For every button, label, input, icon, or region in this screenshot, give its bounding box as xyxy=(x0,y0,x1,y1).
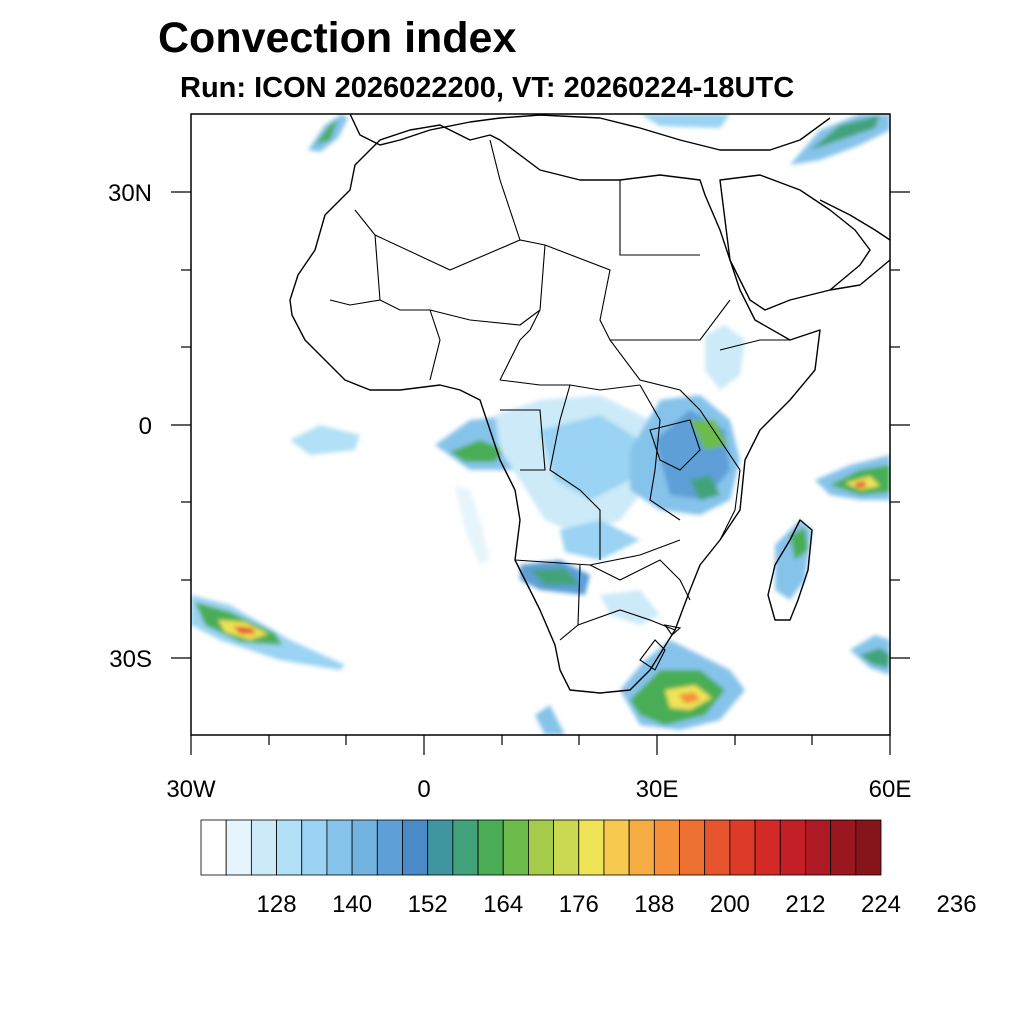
colorbar-swatch xyxy=(502,819,529,876)
contour-east-africa-core xyxy=(690,420,728,450)
lat-label: 30S xyxy=(109,646,152,673)
contour-ethiopia xyxy=(705,325,745,390)
colorbar-swatch xyxy=(704,819,731,876)
africa-coastline xyxy=(289,124,821,694)
colorbar-label: 200 xyxy=(710,891,750,918)
border xyxy=(500,409,546,471)
contour-botswana xyxy=(600,590,660,625)
border xyxy=(549,384,601,560)
border xyxy=(374,234,546,271)
colorbar-label: 176 xyxy=(559,891,599,918)
contour-angola-core xyxy=(530,568,580,585)
colorbar-swatch xyxy=(578,819,605,876)
colorbar-swatch xyxy=(855,819,882,876)
lat-labels: 30N 0 30S xyxy=(108,180,152,673)
colorbar-label: 236 xyxy=(937,891,977,918)
colorbar-swatch xyxy=(477,819,504,876)
colorbar-label: 224 xyxy=(861,891,901,918)
lat-label: 0 xyxy=(139,413,152,440)
contour-balkans xyxy=(640,114,730,128)
colorbar-label: 188 xyxy=(634,891,674,918)
contour-gabon-core xyxy=(450,440,505,462)
border xyxy=(639,384,681,521)
colorbar-swatch xyxy=(326,819,353,876)
colorbar-swatch xyxy=(628,819,655,876)
contour-mascarene-peak xyxy=(855,481,866,488)
contour-levant-core xyxy=(810,115,880,150)
colorbar-swatch xyxy=(250,819,277,876)
border xyxy=(329,209,381,306)
madagascar-coast xyxy=(767,519,813,621)
colorbar-swatch xyxy=(653,819,680,876)
colorbar-swatch xyxy=(376,819,403,876)
colorbar-labels: 128 140 152 164 176 188 200 212 224 236 xyxy=(257,891,977,918)
contour-atlantic-eq xyxy=(290,425,360,455)
chart-title: Convection index xyxy=(158,14,517,62)
coastlines xyxy=(289,114,890,694)
colorbar-swatch xyxy=(402,819,429,876)
lat-label: 30N xyxy=(108,180,152,207)
contour-south-atlantic-peak xyxy=(233,626,256,634)
colorbar xyxy=(200,819,882,876)
colorbar-swatch xyxy=(351,819,378,876)
colorbar-swatch xyxy=(452,819,479,876)
europe-coast xyxy=(349,114,831,151)
border xyxy=(379,299,441,381)
convection-field xyxy=(191,114,890,735)
colorbar-label: 140 xyxy=(332,891,372,918)
colorbar-swatch xyxy=(679,819,706,876)
border xyxy=(610,299,731,341)
axis-ticks xyxy=(171,191,910,755)
lon-labels: 30W 0 30E 60E xyxy=(166,776,911,803)
colorbar-label: 128 xyxy=(257,891,297,918)
contour-south-africa-hot xyxy=(678,692,700,704)
colorbar-swatch xyxy=(528,819,554,876)
border xyxy=(589,559,691,601)
contour-sio-core xyxy=(860,648,890,668)
contour-madagascar-core xyxy=(790,528,808,560)
persian-coast xyxy=(819,199,890,241)
border xyxy=(649,419,701,471)
arabian-peninsula xyxy=(719,174,871,311)
border xyxy=(489,139,521,241)
colorbar-swatch xyxy=(427,819,454,876)
border xyxy=(514,539,681,566)
border xyxy=(719,339,790,351)
colorbar-swatch xyxy=(200,819,227,876)
contour-southern-ocean xyxy=(535,705,565,735)
colorbar-label: 152 xyxy=(408,891,448,918)
contour-north-atlantic-core xyxy=(315,120,338,145)
lon-label: 0 xyxy=(417,776,430,803)
border xyxy=(619,180,700,256)
lon-label: 30W xyxy=(166,776,216,803)
colorbar-label: 164 xyxy=(483,891,523,918)
contour-east-africa-core2 xyxy=(690,475,720,500)
colorbar-swatch xyxy=(603,819,630,876)
colorbar-swatch xyxy=(779,819,806,876)
colorbar-swatch xyxy=(225,819,252,876)
chart-subtitle: Run: ICON 2026022200, VT: 20260224-18UTC xyxy=(180,72,795,104)
border xyxy=(499,244,546,381)
border xyxy=(663,624,682,636)
colorbar-swatch xyxy=(276,819,303,876)
contour-congo-inner xyxy=(540,415,640,500)
border xyxy=(429,309,541,326)
colorbar-swatch xyxy=(553,819,580,876)
arabian-coast xyxy=(829,259,890,291)
colorbar-swatch xyxy=(830,819,857,876)
colorbar-swatch xyxy=(729,819,756,876)
lon-label: 60E xyxy=(869,776,912,803)
lon-label: 30E xyxy=(636,776,679,803)
colorbar-swatch xyxy=(754,819,781,876)
colorbar-label: 212 xyxy=(785,891,825,918)
colorbar-swatch xyxy=(805,819,832,876)
border xyxy=(577,609,676,631)
colorbar-swatch xyxy=(301,819,328,876)
border xyxy=(699,409,741,541)
borders xyxy=(329,139,790,671)
border xyxy=(639,639,666,671)
contour-angola-coast xyxy=(455,485,490,565)
